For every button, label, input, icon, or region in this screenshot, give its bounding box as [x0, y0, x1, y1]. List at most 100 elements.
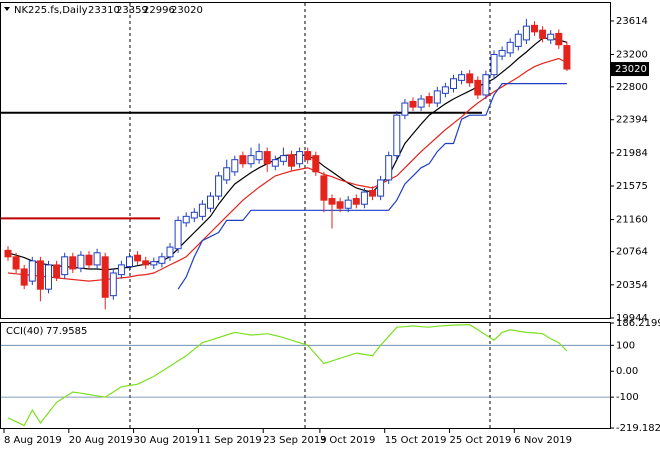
candle-body: [174, 219, 182, 250]
cci-line: [7, 323, 568, 427]
candle-body: [369, 189, 376, 197]
header-open: 23310: [88, 5, 120, 16]
x-tick-label: 8 Aug 2019: [4, 435, 62, 446]
symbol-title: NK225.fs,Daily: [14, 5, 88, 16]
candle-body: [166, 246, 174, 258]
candle-body: [498, 49, 506, 57]
candle-body: [263, 151, 271, 165]
price-label-box: [611, 62, 649, 77]
candle-body: [61, 256, 69, 276]
y-tick-label: 186.2199: [616, 318, 660, 329]
x-tick-label: 30 Aug 2019: [134, 435, 198, 446]
candle-body: [417, 98, 425, 108]
candle-body: [255, 151, 263, 161]
candle-body: [53, 264, 61, 278]
candle-body: [134, 254, 142, 262]
candle-body: [93, 252, 101, 266]
y-tick-label: -100: [616, 392, 639, 403]
indicator-line: [7, 57, 568, 282]
candle-body: [198, 203, 206, 217]
y-tick-label: 23200: [616, 49, 648, 60]
candle-body: [69, 256, 77, 270]
candle-body: [117, 264, 125, 276]
candle-body: [377, 179, 385, 197]
candle-body: [126, 256, 133, 268]
candle-body: [312, 155, 320, 173]
candle-body: [547, 33, 555, 41]
candle-body: [514, 33, 522, 47]
candle-body: [158, 256, 166, 264]
candle-body: [231, 159, 239, 173]
candle-body: [215, 175, 223, 197]
y-tick-label: 22800: [616, 82, 648, 93]
indicator-line: [177, 83, 567, 290]
header-high: 23359: [116, 5, 148, 16]
candle-body: [482, 74, 490, 96]
y-tick-label: 19944: [616, 313, 648, 324]
candle-body: [36, 260, 44, 290]
candle-body: [409, 100, 417, 108]
candle-body: [563, 45, 571, 70]
candle-body: [441, 86, 449, 94]
x-tick-label: 25 Oct 2019: [450, 435, 512, 446]
candle-body: [433, 90, 441, 104]
y-tick-label: 21160: [616, 215, 648, 226]
candle-body: [296, 151, 304, 165]
candle-body: [328, 198, 336, 205]
x-tick-label: 23 Sep 2019: [263, 435, 326, 446]
candle-body: [425, 96, 433, 104]
candle-body: [239, 155, 247, 165]
candle-body: [279, 155, 287, 162]
candle-body: [288, 154, 295, 167]
candle-body: [522, 25, 530, 41]
x-tick-label: 3 Oct 2019: [320, 435, 375, 446]
cci-title: CCI(40): [6, 326, 44, 337]
candle-body: [45, 264, 52, 290]
candle-body: [271, 159, 279, 167]
y-tick-label: 0.00: [616, 366, 638, 377]
price-label: 23020: [615, 64, 647, 75]
candle-body: [77, 254, 85, 269]
candle-body: [490, 53, 498, 76]
candle-body: [304, 151, 312, 161]
candle-body: [12, 256, 20, 270]
candle-body: [474, 79, 482, 96]
candle-body: [320, 175, 328, 201]
candle-body: [360, 191, 368, 205]
candle-body: [142, 260, 150, 266]
y-tick-label: 20764: [616, 247, 648, 258]
y-tick-label: 23614: [616, 16, 648, 27]
cci-value: 77.9585: [46, 326, 87, 337]
header-close: 23020: [171, 5, 203, 16]
candle-body: [531, 24, 538, 33]
candle-body: [109, 272, 117, 297]
y-tick-label: 21984: [616, 148, 648, 159]
candle-body: [401, 102, 409, 116]
candle-body: [101, 256, 109, 298]
candle-body: [450, 78, 457, 89]
candle-body: [182, 215, 190, 224]
candle-body: [336, 201, 344, 209]
candle-body: [247, 155, 255, 165]
candle-body: [458, 74, 466, 81]
x-tick-label: 6 Nov 2019: [514, 435, 572, 446]
price-panel: [0, 2, 611, 319]
candle-body: [20, 268, 28, 286]
x-tick-label: 20 Aug 2019: [69, 435, 133, 446]
candle-body: [85, 254, 93, 266]
candle-body: [223, 167, 231, 181]
header-low: 22996: [143, 5, 175, 16]
candle-body: [207, 195, 214, 209]
x-tick-label: 11 Sep 2019: [198, 435, 261, 446]
candle-body: [466, 73, 474, 84]
y-tick-label: 100: [616, 340, 635, 351]
y-tick-label: 22394: [616, 115, 648, 126]
candle-body: [190, 211, 198, 219]
candle-body: [352, 198, 360, 205]
y-tick-label: 20354: [616, 280, 648, 291]
candle-body: [393, 114, 401, 157]
menu-arrow: [4, 7, 10, 11]
candle-body: [539, 29, 547, 39]
